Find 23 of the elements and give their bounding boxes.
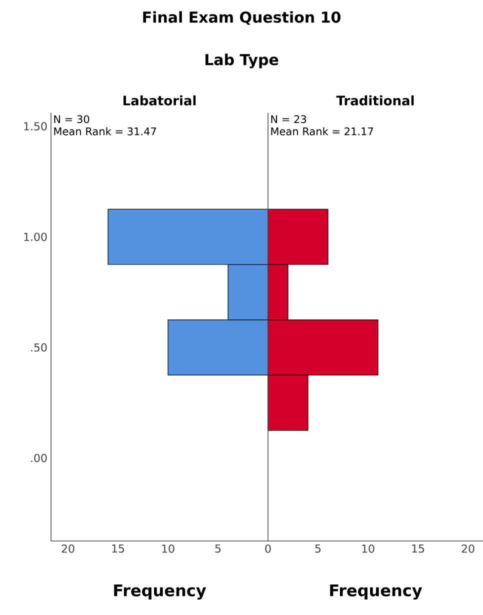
x-tick-label: 10	[162, 544, 174, 553]
annotation: Mean Rank = 21.17	[271, 127, 374, 136]
x2-axis-title: Traditional	[336, 95, 414, 106]
x-tick-label: 15	[412, 544, 424, 553]
y-tick-label: .00	[31, 454, 47, 462]
x-tick-label: 0	[265, 544, 271, 553]
chart-subtitle: Lab Type	[205, 54, 278, 68]
x-axis-title: Frequency	[330, 584, 422, 600]
x2-axis-title: Labatorial	[124, 95, 196, 106]
x-axis-title: Frequency	[114, 584, 206, 600]
annotation: N = 30	[54, 115, 90, 124]
x-tick-label: 20	[62, 544, 74, 553]
x-tick-label: 5	[215, 544, 221, 553]
x-tick-label: 20	[462, 544, 474, 553]
annotation: Mean Rank = 31.47	[54, 127, 156, 136]
x-tick-label: 5	[315, 544, 321, 553]
x-tick-label: 10	[362, 544, 374, 553]
annotation: N = 23	[271, 115, 306, 124]
x-tick-label: 15	[112, 544, 124, 553]
chart-title: Final Exam Question 10	[143, 11, 340, 25]
y-tick-label: 1.50	[24, 122, 47, 130]
y-tick-label: .50	[31, 343, 47, 352]
y-tick-label: 1.00	[24, 232, 47, 242]
